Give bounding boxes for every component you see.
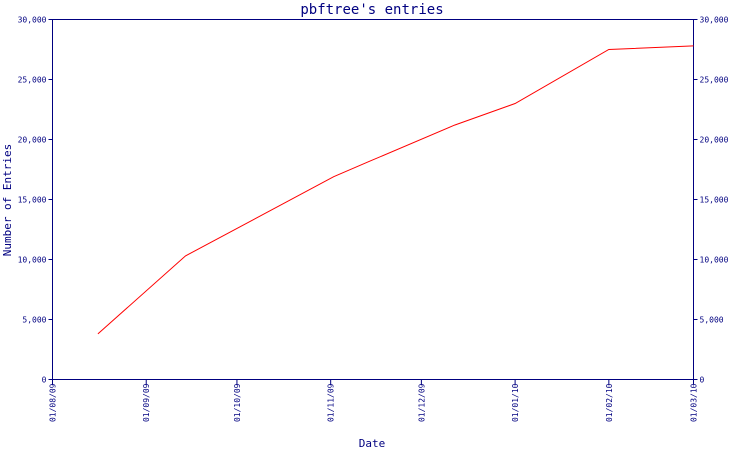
x-tick-label: 01/03/10 xyxy=(690,383,699,422)
y-tick-label-right: 10,000 xyxy=(700,256,729,265)
y-tick-label-left: 20,000 xyxy=(18,136,47,145)
x-tick-label: 01/10/09 xyxy=(233,383,242,422)
x-axis-ticks: 01/08/09 01/09/09 01/10/09 01/11/09 01/12/09… xyxy=(49,379,699,422)
plot-frame xyxy=(52,19,694,380)
y-tick-label-right: 5,000 xyxy=(700,316,724,325)
y-tick-label-left: 25,000 xyxy=(18,76,47,85)
x-tick-label: 01/08/09 xyxy=(49,383,58,422)
y-tick-label-left: 10,000 xyxy=(18,256,47,265)
y-tick-label-right: 20,000 xyxy=(700,136,729,145)
y-tick-label-left: 0 xyxy=(42,376,47,385)
y-axis-ticks: 0 0 5,000 5,000 10,000 10,000 15,000 15,000 20,0… xyxy=(18,16,729,385)
x-tick-label: 01/02/10 xyxy=(605,383,614,422)
series-line xyxy=(97,45,694,335)
x-tick-label: 01/09/09 xyxy=(142,383,151,422)
y-tick-label-right: 25,000 xyxy=(700,76,729,85)
x-tick-label: 01/12/09 xyxy=(417,383,426,422)
y-tick-label-left: 30,000 xyxy=(18,16,47,25)
chart-title: pbftree's entries xyxy=(300,2,443,18)
series-layer xyxy=(97,45,694,335)
y-tick-label-right: 0 xyxy=(700,376,705,385)
y-tick-label-right: 30,000 xyxy=(700,16,729,25)
y-tick-label-right: 15,000 xyxy=(700,196,729,205)
y-tick-label-left: 15,000 xyxy=(18,196,47,205)
y-tick-label-left: 5,000 xyxy=(22,316,46,325)
x-tick-label: 01/11/09 xyxy=(327,383,336,422)
x-axis-label: Date xyxy=(359,437,386,450)
x-tick-label: 01/01/10 xyxy=(511,383,520,422)
y-axis-label: Number of Entries xyxy=(1,144,14,257)
